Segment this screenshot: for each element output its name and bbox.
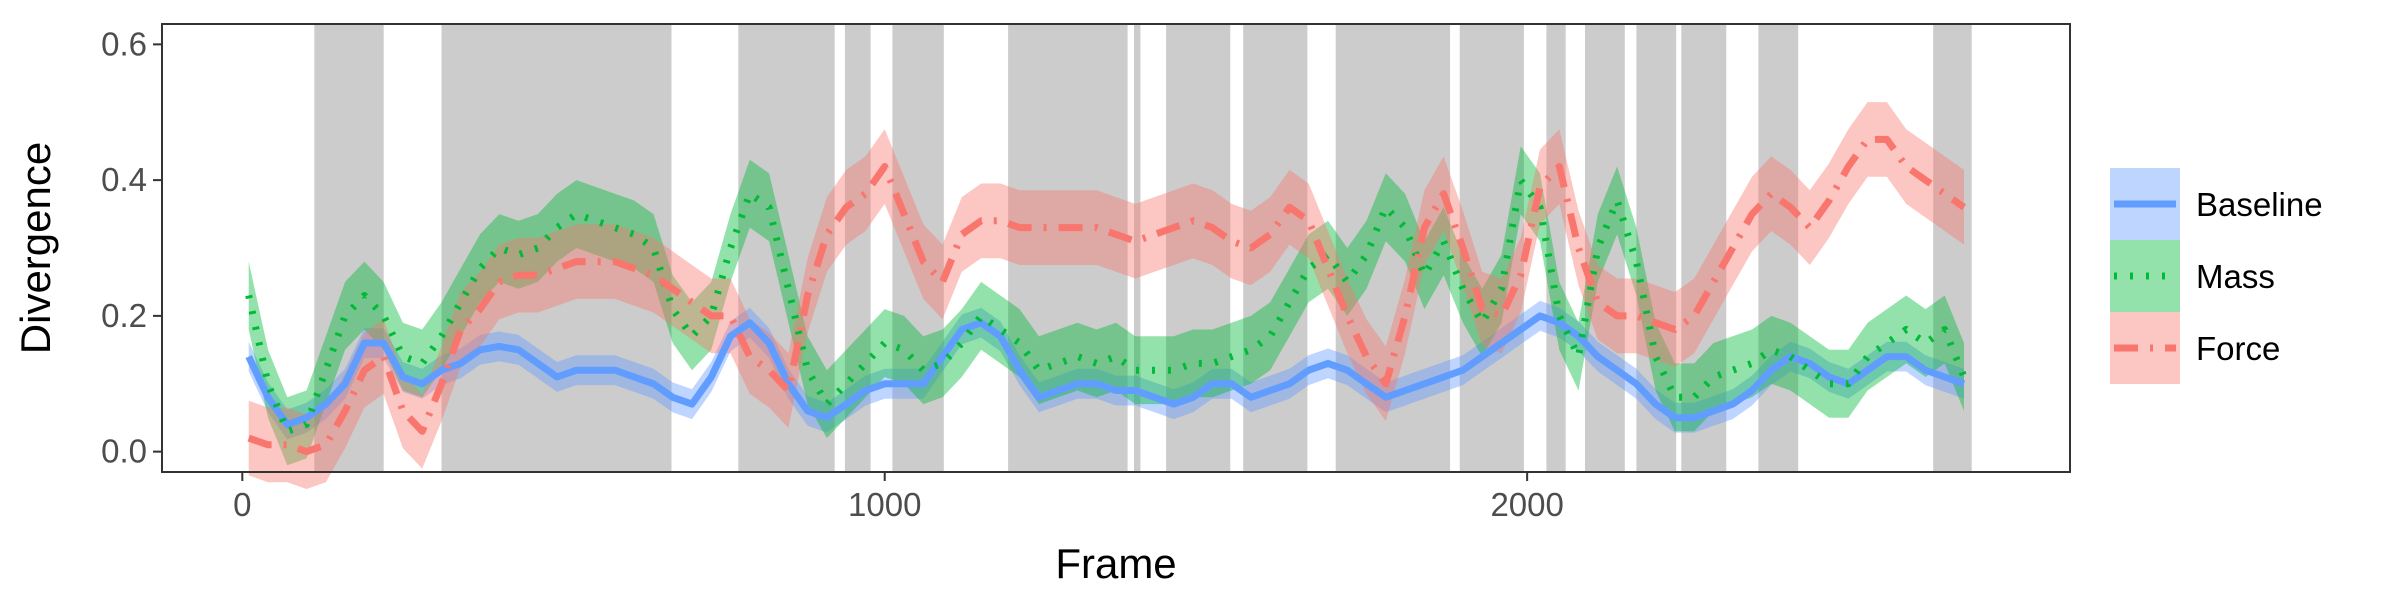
y-tick-label: 0.0 (101, 433, 147, 470)
shaded-region (1681, 24, 1727, 472)
shaded-region (314, 24, 384, 472)
baseline-line (245, 312, 1966, 428)
mass-band (248, 146, 1965, 466)
shaded-region (738, 24, 835, 472)
shaded-region (1585, 24, 1625, 472)
x-axis-ticks: 0 1000 2000 (233, 472, 1564, 523)
legend-item-baseline: Baseline (2110, 168, 2323, 240)
y-tick-label: 0.4 (101, 161, 147, 198)
legend-label-baseline: Baseline (2196, 186, 2323, 223)
shaded-region (1134, 24, 1141, 472)
plot-area (161, 23, 2071, 489)
x-axis-title: Frame (1055, 540, 1176, 587)
y-axis-ticks: 0.0 0.2 0.4 0.6 (101, 25, 162, 470)
shaded-region (441, 24, 672, 472)
y-tick-label: 0.6 (101, 25, 147, 62)
legend-item-mass: Mass (2110, 240, 2275, 312)
x-tick-label: 1000 (848, 486, 921, 523)
x-tick-label: 0 (233, 486, 251, 523)
y-tick-label: 0.2 (101, 297, 147, 334)
series-lines (245, 135, 1968, 456)
shaded-regions (314, 24, 1972, 472)
y-axis-title: Divergence (12, 142, 59, 354)
x-tick-label: 2000 (1490, 486, 1563, 523)
legend: Baseline Mass Force (2110, 168, 2323, 384)
legend-item-force: Force (2110, 312, 2280, 384)
shaded-region (1933, 24, 1972, 472)
legend-label-force: Force (2196, 330, 2280, 367)
plot-border (161, 23, 2071, 473)
legend-key-mass (2110, 240, 2180, 312)
shaded-region (1546, 24, 1566, 472)
baseline-band (248, 300, 1965, 440)
legend-label-mass: Mass (2196, 258, 2275, 295)
shaded-region (1758, 24, 1799, 472)
shaded-region (1459, 24, 1524, 472)
force-line (247, 135, 1967, 456)
shaded-region (1636, 24, 1677, 472)
shaded-region (1008, 24, 1128, 472)
